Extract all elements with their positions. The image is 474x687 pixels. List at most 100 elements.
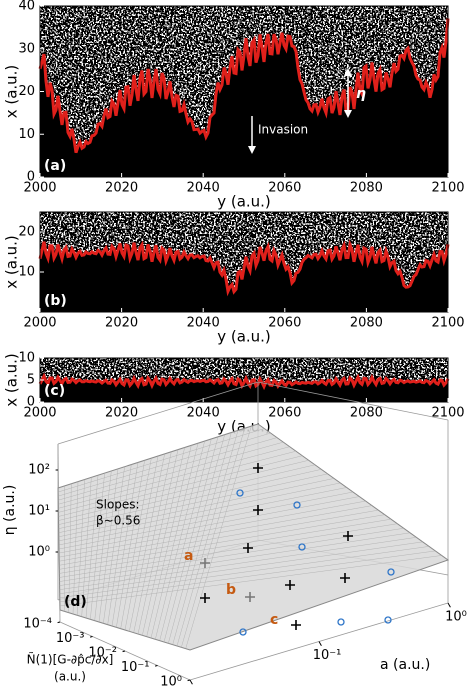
x-tick-label: 2100 bbox=[431, 181, 464, 196]
box-edge bbox=[257, 381, 449, 421]
x-tick-label: 2080 bbox=[350, 406, 383, 421]
y-tick-label: 5 bbox=[27, 373, 35, 388]
plane-grid bbox=[58, 426, 442, 649]
tick-label: 10⁰ bbox=[160, 675, 182, 687]
plane-grid-line bbox=[58, 491, 354, 550]
plane-grid-line bbox=[172, 432, 232, 645]
plane-grid-line bbox=[59, 555, 442, 607]
tick bbox=[187, 679, 191, 682]
invasion-front bbox=[38, 372, 450, 391]
plane-grid-line bbox=[58, 478, 335, 537]
plane-grid-line bbox=[185, 426, 252, 649]
data-cross bbox=[253, 463, 263, 473]
plane-grid-line bbox=[59, 532, 411, 586]
x-tick-label: 2060 bbox=[268, 316, 301, 331]
x-tick-label: 2040 bbox=[187, 316, 220, 331]
plane-grid-line bbox=[58, 428, 265, 493]
x-tick-label: 2040 bbox=[187, 406, 220, 421]
arrow-head bbox=[248, 146, 256, 154]
plane-grid-line bbox=[150, 443, 199, 639]
data-cross bbox=[245, 592, 255, 602]
plane-grid-line bbox=[133, 451, 172, 633]
y-tick-label: 10 bbox=[18, 265, 35, 280]
arrow-head bbox=[344, 110, 352, 118]
annotation: Invasion bbox=[258, 123, 308, 137]
plane-grid-line bbox=[59, 546, 430, 598]
panel-label: (b) bbox=[44, 293, 67, 309]
tick-label: 10⁻¹ bbox=[121, 660, 150, 675]
plane-grid-line bbox=[181, 428, 245, 648]
tick-label: 10¹ bbox=[28, 504, 50, 519]
plane-grid-line bbox=[68, 483, 72, 613]
plane-grid-line bbox=[111, 462, 139, 627]
x-axis-label: y (a.u.) bbox=[217, 193, 271, 211]
y-tick-label: 10 bbox=[18, 127, 35, 142]
x-tick-label: 2060 bbox=[268, 406, 301, 421]
y-tick-label: 40 bbox=[18, 0, 35, 14]
plane-grid-line bbox=[85, 475, 99, 619]
y-tick-label: 20 bbox=[18, 225, 35, 240]
plane-grid-line bbox=[137, 449, 179, 635]
x-axis-label: y (a.u.) bbox=[217, 328, 271, 346]
y-tick-label: 0 bbox=[27, 395, 35, 410]
y-tick-label: 30 bbox=[18, 41, 35, 56]
x-tick-label: 2020 bbox=[105, 316, 138, 331]
tick-label: 10⁰ bbox=[445, 610, 467, 625]
plane-grid-line bbox=[58, 464, 316, 525]
tick bbox=[57, 621, 61, 624]
plane-grid-line bbox=[58, 432, 271, 497]
plane-grid-line bbox=[59, 537, 417, 590]
plane-grid-line bbox=[58, 441, 284, 505]
tick bbox=[89, 636, 93, 638]
plane-grid-line bbox=[163, 436, 219, 643]
x-tick-label: 2000 bbox=[23, 316, 56, 331]
plane-grid-line bbox=[58, 460, 309, 521]
plane-grid-line bbox=[59, 528, 404, 582]
plane-grid-line bbox=[72, 481, 79, 615]
tick-label: 10⁻¹ bbox=[313, 648, 342, 663]
invasion-front bbox=[38, 239, 450, 297]
x-tick-label: 2040 bbox=[187, 181, 220, 196]
annotation: β∼0.56 bbox=[96, 514, 140, 528]
data-circle bbox=[384, 616, 392, 624]
plane-grid-line bbox=[129, 453, 165, 632]
x-tick-label: 2020 bbox=[105, 406, 138, 421]
pore-field bbox=[40, 212, 448, 292]
data-cross bbox=[253, 505, 263, 515]
plane-grid-line bbox=[58, 455, 303, 517]
x-tick-label: 2100 bbox=[431, 316, 464, 331]
plane-grid-line bbox=[98, 468, 119, 623]
data-circle bbox=[293, 501, 301, 509]
fit-plane bbox=[57, 423, 450, 651]
plane-grid-line bbox=[176, 430, 239, 647]
annotation: Slopes: bbox=[96, 498, 140, 512]
plane-grid-line bbox=[58, 473, 328, 533]
plane-grid-line bbox=[59, 505, 373, 562]
tick bbox=[447, 602, 451, 608]
plane-grid-line bbox=[90, 473, 105, 620]
plot-frame bbox=[39, 211, 449, 313]
y-axis-label: x (a.u.) bbox=[3, 353, 21, 407]
plane-grid-line bbox=[59, 550, 436, 603]
plane-grid-line bbox=[59, 541, 423, 594]
plane-grid-line bbox=[103, 466, 125, 624]
plane-grid-line bbox=[124, 455, 159, 631]
tick-label: 10⁻⁴ bbox=[23, 617, 52, 632]
plane-grid-line bbox=[116, 460, 145, 628]
x-tick-label: 2020 bbox=[105, 181, 138, 196]
tick-label: 10⁻³ bbox=[56, 631, 85, 646]
panel-label: (d) bbox=[64, 594, 87, 610]
x-axis-unit: (a.u.) bbox=[54, 670, 86, 684]
data-circle bbox=[387, 568, 395, 576]
plane-grid-line bbox=[120, 458, 152, 629]
plane-grid-line bbox=[59, 523, 398, 578]
y-tick-label: 10 bbox=[18, 351, 35, 366]
plane-grid-line bbox=[159, 438, 212, 641]
plane-grid-line bbox=[58, 482, 341, 542]
plane-grid-line bbox=[107, 464, 132, 625]
data-circle bbox=[337, 618, 345, 626]
plane-grid-line bbox=[59, 509, 379, 566]
x-tick-label: 2080 bbox=[350, 316, 383, 331]
y-tick-label: 0 bbox=[27, 170, 35, 185]
